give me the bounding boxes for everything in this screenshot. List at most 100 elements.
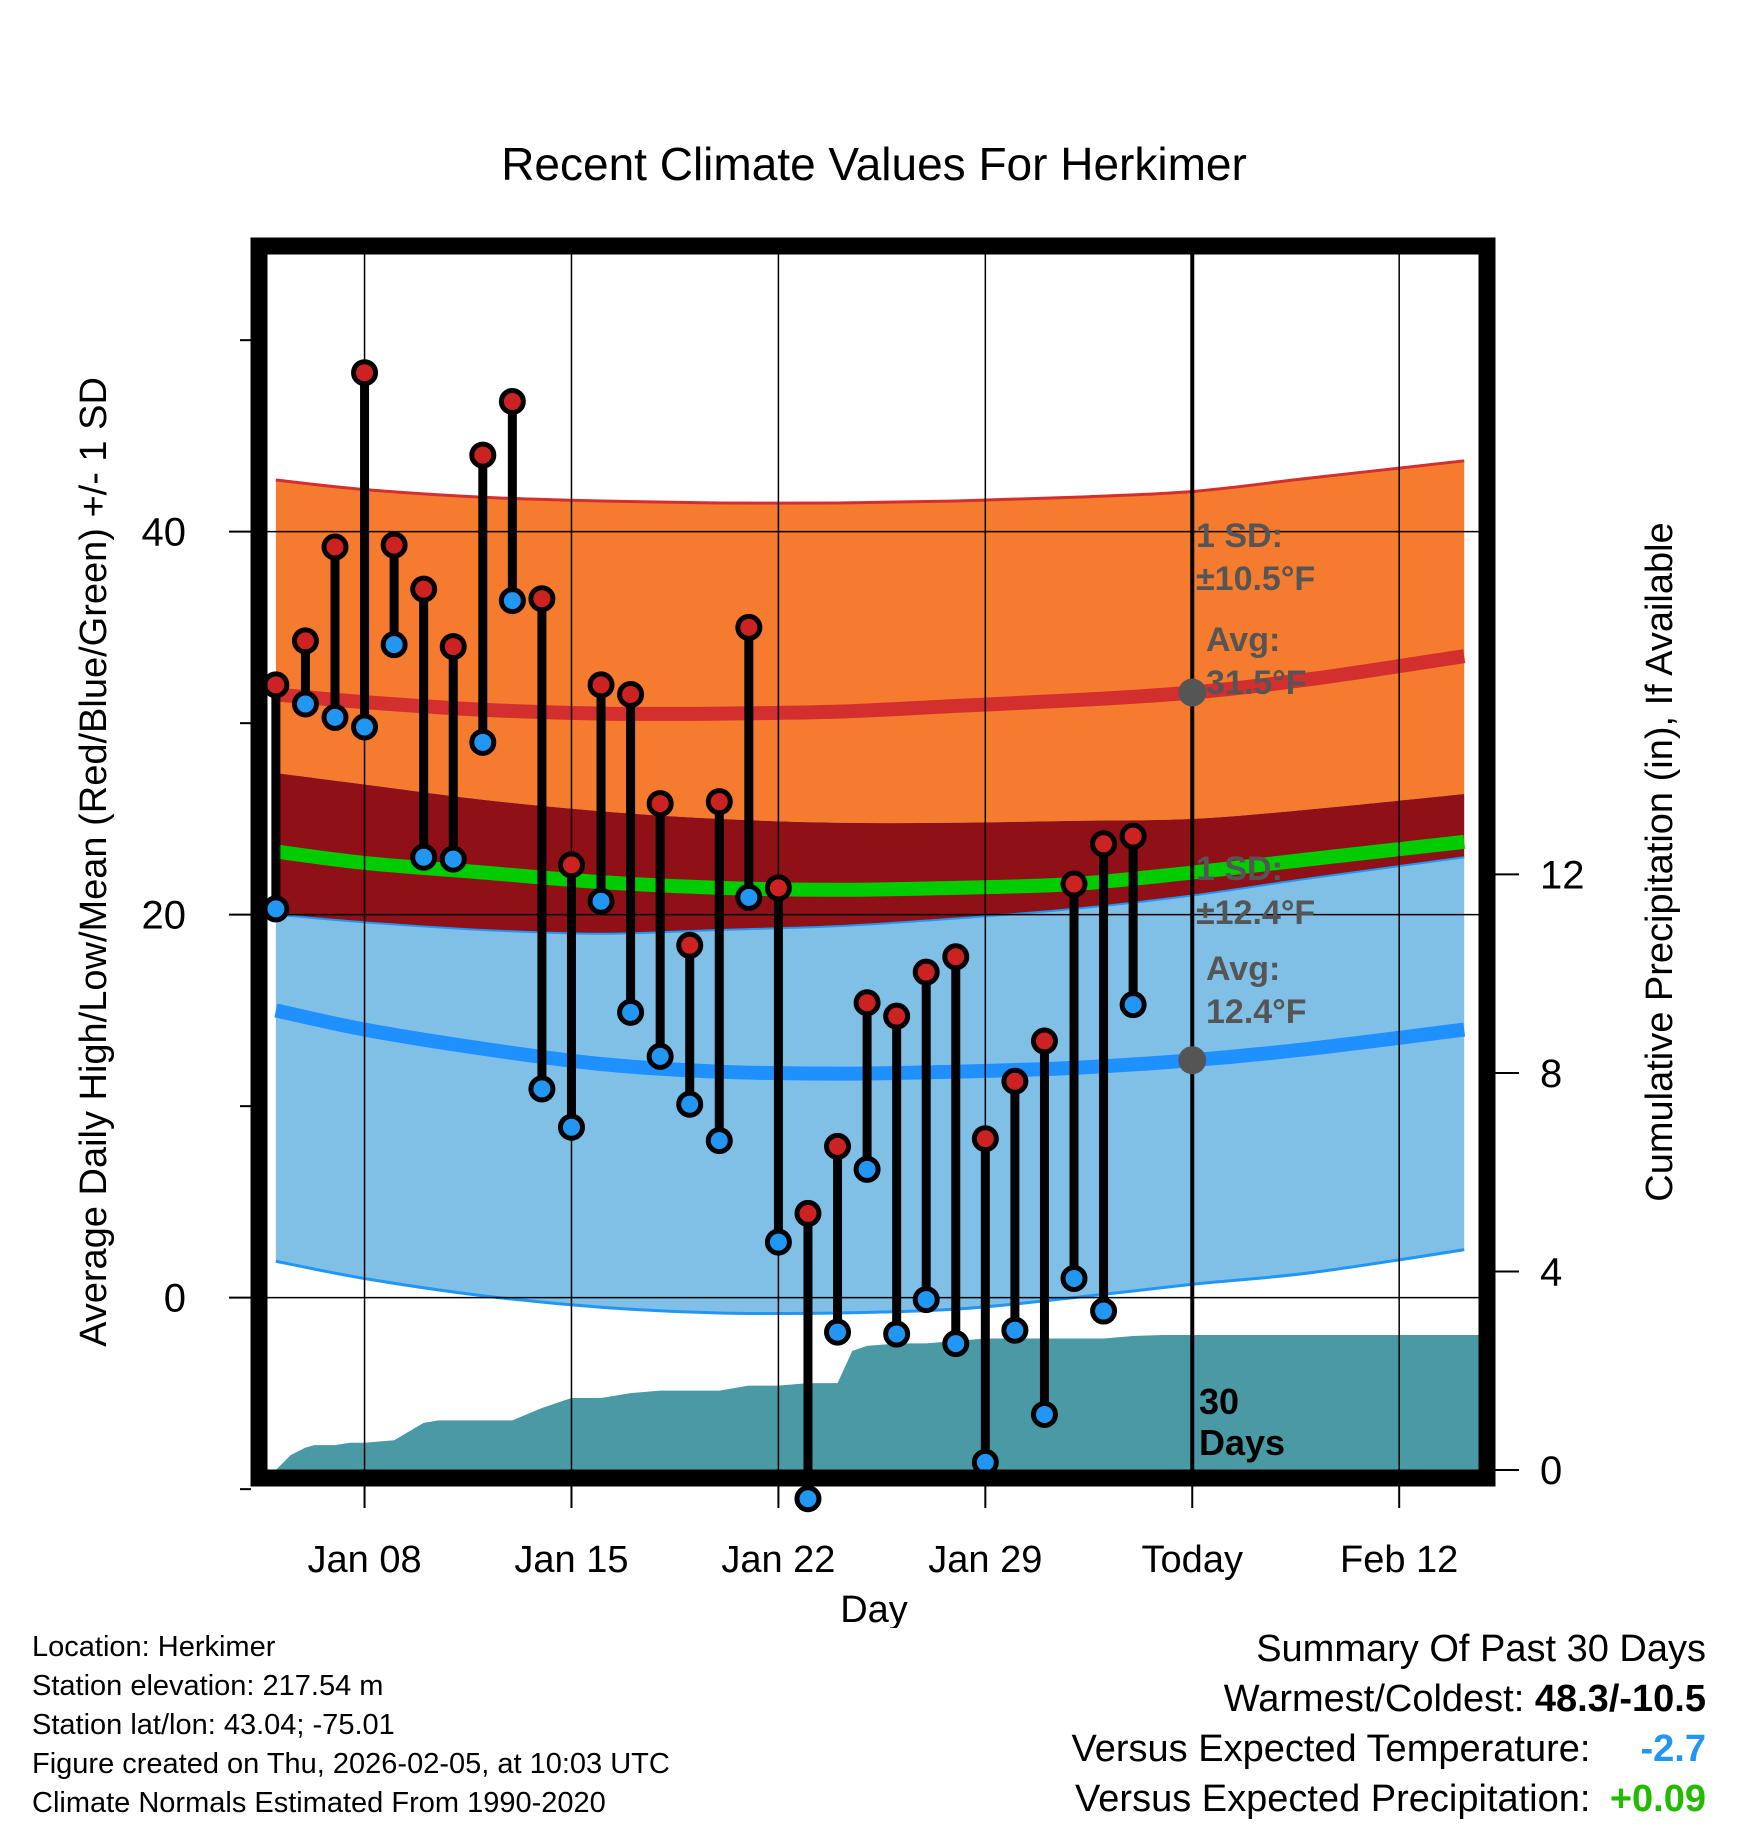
low-temp-point bbox=[764, 1228, 792, 1256]
high-temp-point bbox=[262, 671, 290, 699]
low-temp-point bbox=[351, 713, 379, 741]
y2-tick-label: 0 bbox=[1540, 1449, 1562, 1493]
normal-low-line bbox=[274, 1003, 1466, 1081]
chart-title: Recent Climate Values For Herkimer bbox=[501, 138, 1247, 190]
x-tick-label: Jan 15 bbox=[514, 1539, 628, 1581]
low-temp-point bbox=[1060, 1265, 1088, 1293]
low-temp-point bbox=[617, 998, 645, 1026]
low-temp-point bbox=[498, 587, 526, 615]
low-temp-point bbox=[1030, 1400, 1058, 1428]
y2-tick-label: 8 bbox=[1540, 1052, 1562, 1096]
y-tick-label: 0 bbox=[164, 1277, 186, 1321]
y2-tick-label: 12 bbox=[1540, 853, 1585, 897]
warm-cold-label: Warmest/Coldest: bbox=[1223, 1678, 1525, 1720]
high-temp-point bbox=[351, 359, 379, 387]
high-markers bbox=[262, 359, 1147, 1227]
high-sd-label: 1 SD: bbox=[1196, 517, 1283, 555]
low-band-upper-edge bbox=[275, 856, 1465, 935]
high-temp-point bbox=[912, 958, 940, 986]
low-sd-label: 1 SD: bbox=[1196, 850, 1283, 888]
high-avg-marker bbox=[1178, 678, 1207, 707]
high-temp-point bbox=[942, 943, 970, 971]
low-sd-value: ±12.4°F bbox=[1196, 894, 1315, 932]
high-temp-point bbox=[1119, 822, 1147, 850]
high-temp-point bbox=[883, 1002, 911, 1030]
high-avg-value: 31.5°F bbox=[1206, 664, 1307, 702]
high-temp-point bbox=[587, 671, 615, 699]
normals-text: Climate Normals Estimated From 1990-2020 bbox=[32, 1787, 606, 1819]
high-temp-point bbox=[410, 575, 438, 603]
warm-cold-value: 48.3/-10.5 bbox=[1534, 1678, 1706, 1720]
high-temp-point bbox=[971, 1125, 999, 1153]
low-temp-point bbox=[676, 1090, 704, 1118]
low-temp-point bbox=[912, 1286, 940, 1314]
daily-range-bars bbox=[271, 372, 1138, 1499]
high-temp-point bbox=[380, 531, 408, 559]
days-count-label: 30 bbox=[1199, 1381, 1239, 1422]
low-temp-point bbox=[883, 1320, 911, 1348]
high-temp-point bbox=[824, 1132, 852, 1160]
high-temp-point bbox=[705, 788, 733, 816]
low-avg-marker bbox=[1178, 1046, 1207, 1075]
summary-temp: Versus Expected Temperature: -2.7 bbox=[1072, 1724, 1706, 1774]
low-temp-point bbox=[705, 1127, 733, 1155]
x-tick-label: Jan 08 bbox=[308, 1539, 422, 1581]
high-temp-point bbox=[291, 627, 319, 655]
y-axis-left: 0 20 40 bbox=[142, 339, 251, 1491]
temp-value: -2.7 bbox=[1640, 1728, 1706, 1770]
high-temp-point bbox=[1090, 830, 1118, 858]
high-temp-point bbox=[439, 633, 467, 661]
high-temp-point bbox=[1060, 870, 1088, 898]
low-temp-point bbox=[410, 843, 438, 871]
x-axis: Jan 08 Jan 15 Jan 22 Jan 29 Today Feb 12 bbox=[308, 1486, 1458, 1581]
low-markers bbox=[262, 587, 1147, 1513]
high-temp-point bbox=[676, 931, 704, 959]
high-temp-point bbox=[1001, 1067, 1029, 1095]
location-text: Location: Herkimer bbox=[32, 1631, 276, 1663]
summary-warm-cold: Warmest/Coldest: 48.3/-10.5 bbox=[1072, 1674, 1706, 1724]
y-axis-label: Average Daily High/Low/Mean (Red/Blue/Gr… bbox=[73, 377, 115, 1347]
high-sd-value: ±10.5°F bbox=[1196, 560, 1315, 598]
latlon-text: Station lat/lon: 43.04; -75.01 bbox=[32, 1709, 395, 1741]
high-temp-point bbox=[764, 874, 792, 902]
x-tick-label: Feb 12 bbox=[1340, 1539, 1458, 1581]
low-temp-point bbox=[587, 887, 615, 915]
high-temp-point bbox=[469, 441, 497, 469]
x-tick-label: Jan 22 bbox=[721, 1539, 835, 1581]
days-label: Days bbox=[1199, 1422, 1285, 1463]
high-temp-point bbox=[617, 680, 645, 708]
low-temp-point bbox=[557, 1113, 585, 1141]
summary-panel: Summary Of Past 30 Days Warmest/Coldest:… bbox=[1072, 1624, 1706, 1824]
plot-area: 1 SD: ±10.5°F Avg: 31.5°F 1 SD: ±12.4°F … bbox=[262, 254, 1479, 1513]
low-temp-point bbox=[853, 1155, 881, 1183]
low-temp-point bbox=[439, 845, 467, 873]
y-tick-label: 40 bbox=[142, 511, 187, 555]
annotations: 1 SD: ±10.5°F Avg: 31.5°F 1 SD: ±12.4°F … bbox=[1196, 517, 1315, 1031]
elevation-text: Station elevation: 217.54 m bbox=[32, 1670, 384, 1702]
low-temp-point bbox=[469, 728, 497, 756]
x-tick-label: Jan 29 bbox=[928, 1539, 1042, 1581]
low-temp-point bbox=[646, 1042, 674, 1070]
precip-value: +0.09 bbox=[1609, 1778, 1706, 1820]
low-avg-value: 12.4°F bbox=[1206, 993, 1307, 1031]
temp-label: Versus Expected Temperature: bbox=[1071, 1728, 1591, 1770]
low-temp-point bbox=[262, 895, 290, 923]
high-band-upper-edge bbox=[275, 459, 1465, 505]
y-tick-label: 20 bbox=[142, 894, 187, 938]
precip-label: Versus Expected Precipitation: bbox=[1075, 1778, 1591, 1820]
high-sd-band bbox=[275, 460, 1465, 824]
low-temp-point bbox=[1001, 1316, 1029, 1344]
low-temp-point bbox=[794, 1485, 822, 1513]
low-temp-point bbox=[291, 690, 319, 718]
high-temp-point bbox=[735, 613, 763, 641]
y2-axis-label: Cumulative Precipitation (in), If Availa… bbox=[1639, 522, 1681, 1201]
y-axis-right: 0 4 8 12 bbox=[1495, 853, 1585, 1493]
climate-chart: Recent Climate Values For Herkimer 1 SD:… bbox=[73, 138, 1681, 1628]
x-tick-label: Today bbox=[1142, 1539, 1243, 1581]
low-temp-point bbox=[1090, 1297, 1118, 1325]
summary-title: Summary Of Past 30 Days bbox=[1256, 1628, 1706, 1670]
high-avg-label: Avg: bbox=[1206, 621, 1280, 659]
high-temp-point bbox=[528, 585, 556, 613]
low-temp-point bbox=[380, 631, 408, 659]
high-temp-point bbox=[646, 790, 674, 818]
